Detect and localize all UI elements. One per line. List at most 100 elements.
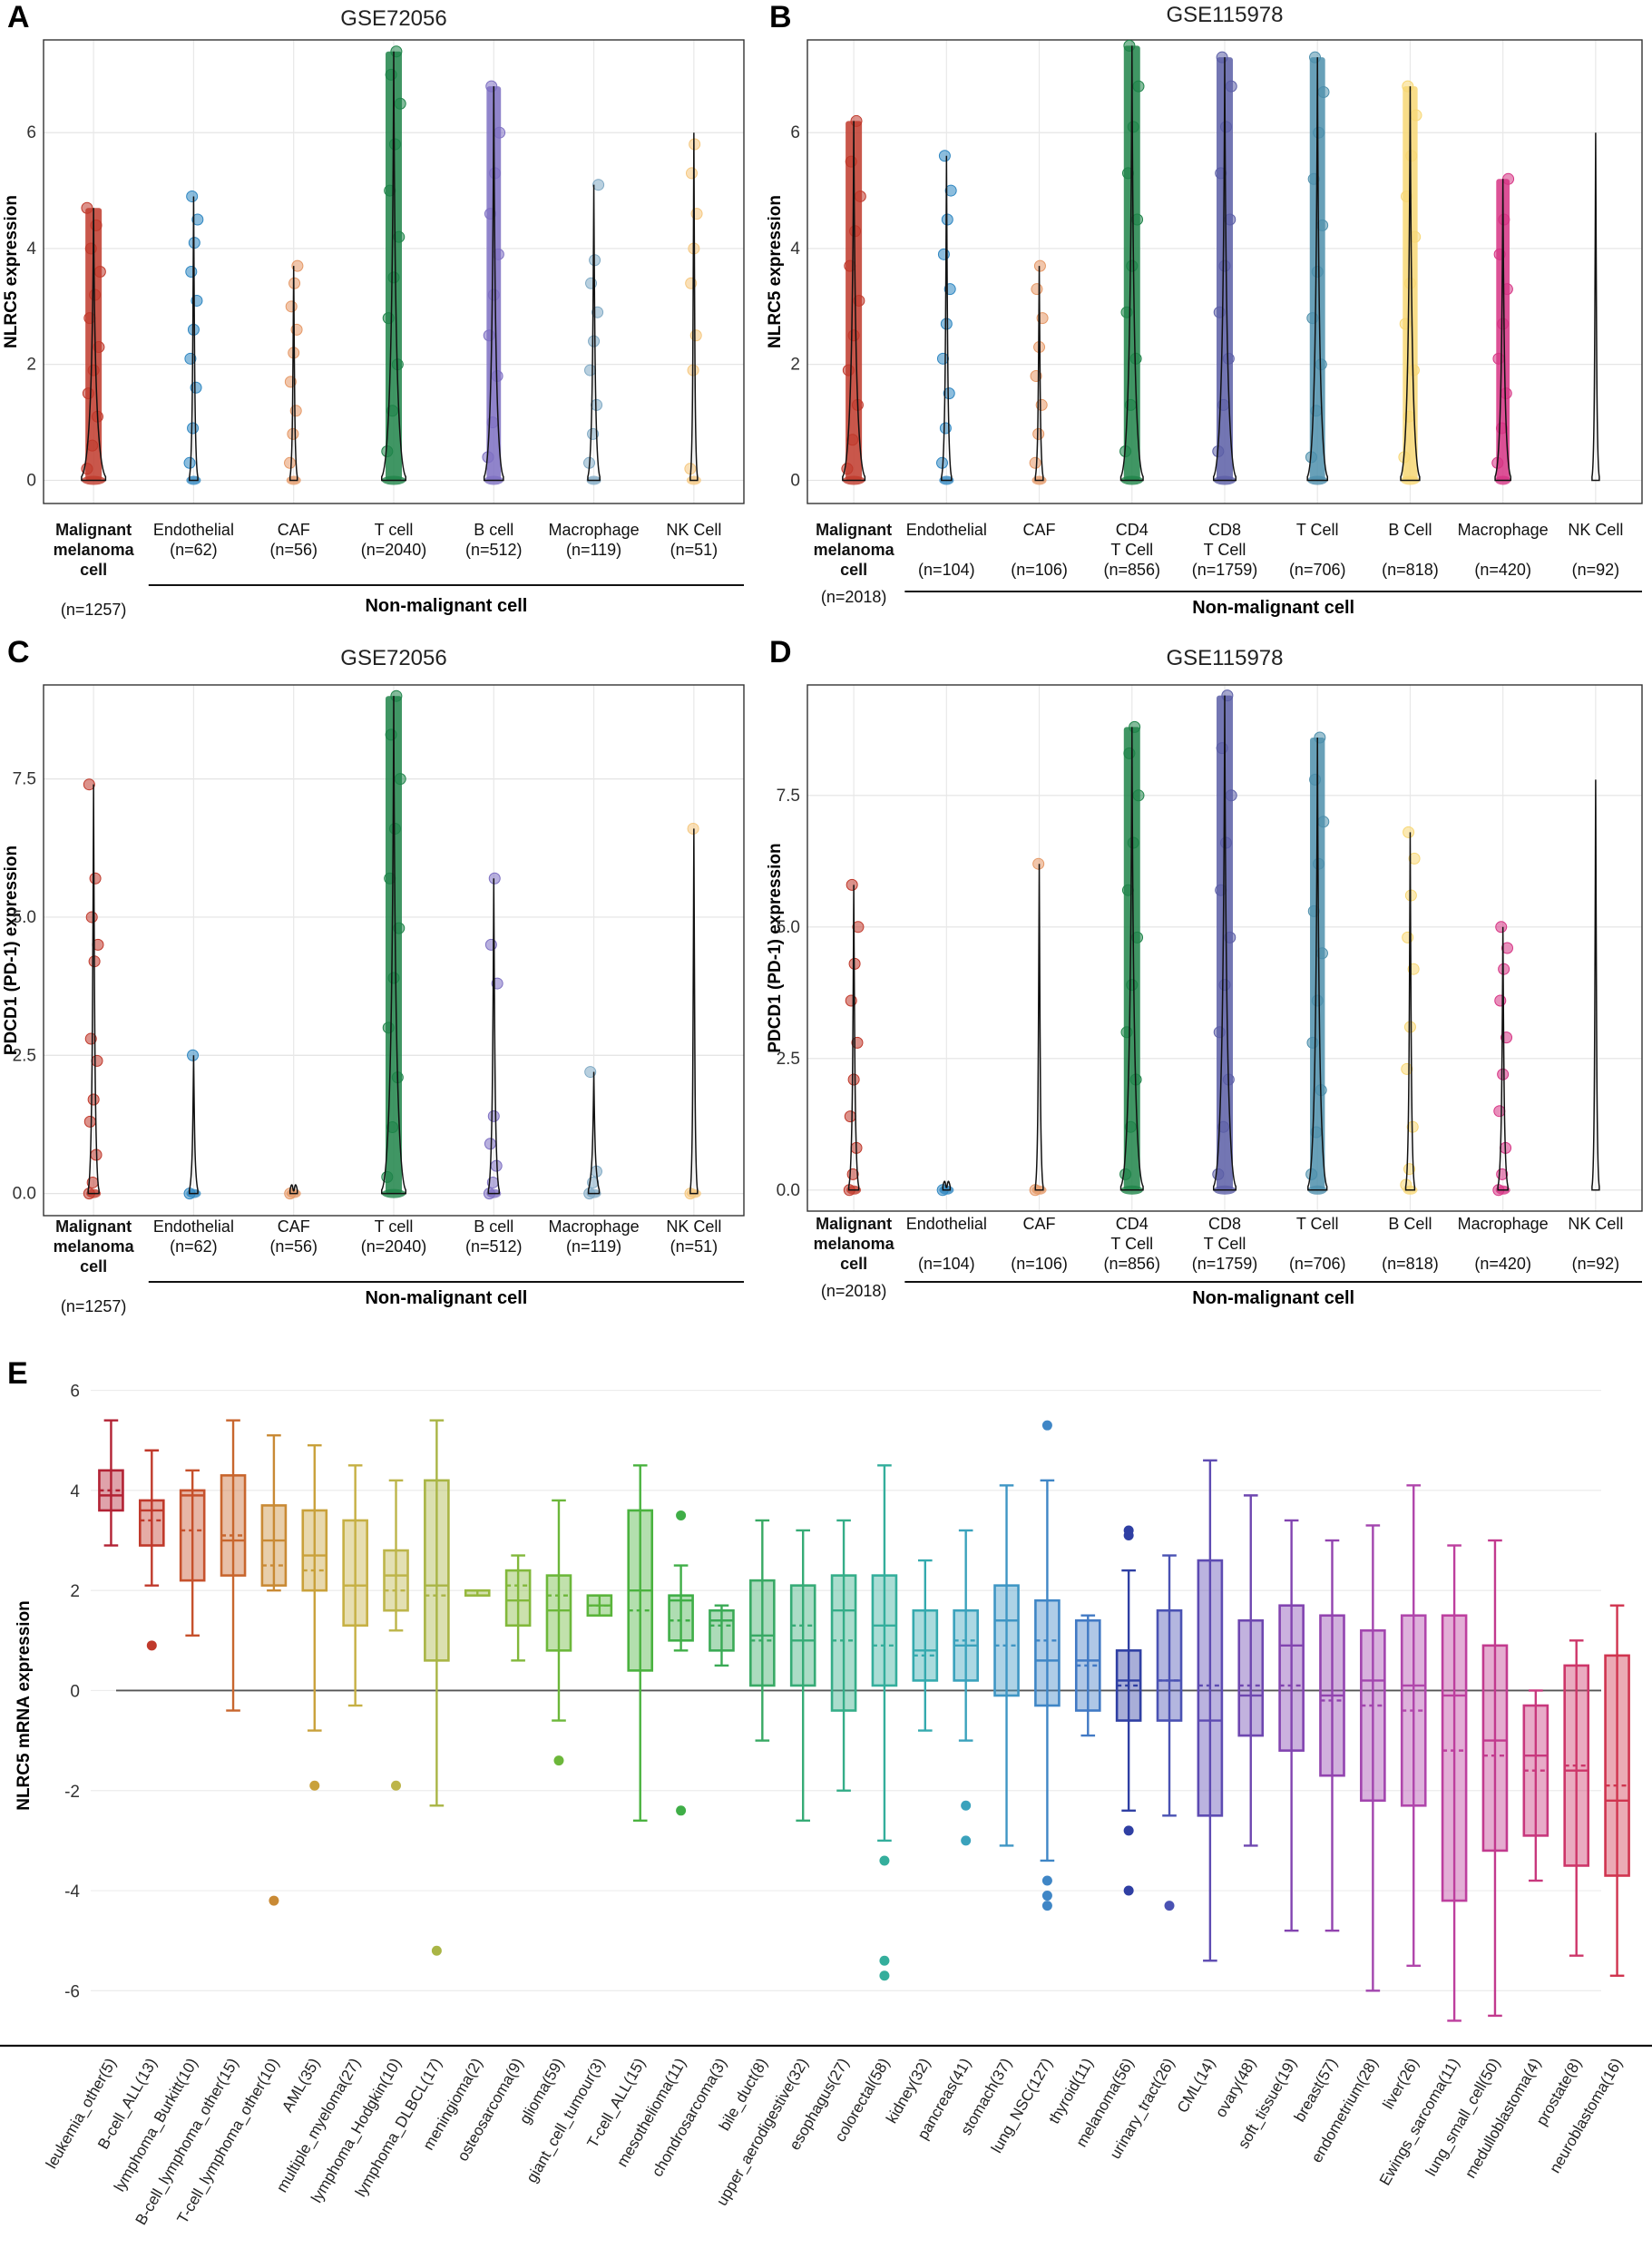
violin-outline <box>1591 779 1600 1191</box>
data-point <box>936 352 949 365</box>
data-point <box>844 259 856 272</box>
data-point <box>1306 1036 1319 1049</box>
outlier-point <box>676 1805 687 1816</box>
panel-e-nlrc5-mrna-boxplot: E NLRC5 mRNA expression -6 -4 -2 0 2 4 6 leukemi… <box>0 1356 1652 2228</box>
violin-outline <box>1307 737 1328 1191</box>
violin-outline <box>483 86 504 482</box>
category-label: CD4 <box>1116 1215 1149 1233</box>
box-group <box>749 1519 776 1742</box>
violin-outline <box>81 208 107 482</box>
data-point <box>1120 1026 1133 1039</box>
box-iqr <box>1360 1628 1386 1803</box>
x-category-label: neuroblastoma(16) <box>1546 2056 1626 2176</box>
category-label: melanoma <box>54 1237 135 1256</box>
y-tick-label: 0.0 <box>777 1181 800 1200</box>
data-point <box>1399 318 1412 330</box>
box-iqr <box>912 1608 939 1682</box>
data-point <box>90 219 103 231</box>
outlier-point <box>431 1945 442 1956</box>
y-tick-label: 6 <box>26 123 36 142</box>
box-group <box>1074 1614 1101 1737</box>
panel-letter-d: D <box>769 635 792 670</box>
data-point <box>1317 816 1330 828</box>
category-n-label: (n=119) <box>566 1237 621 1256</box>
category-label: T Cell <box>1110 541 1153 559</box>
panel-letter-e: E <box>7 1356 28 1391</box>
violin-group <box>1492 921 1513 1197</box>
box-group <box>383 1479 409 1791</box>
y-tick-label: 7.5 <box>13 770 36 789</box>
data-point <box>393 230 406 243</box>
category-n-label: (n=104) <box>918 1255 975 1273</box>
violin-group <box>482 80 506 485</box>
group-label: Non-malignant cell <box>1192 1288 1354 1308</box>
data-point <box>488 872 501 885</box>
panel-letter-a: A <box>7 0 30 34</box>
box-group <box>138 1449 165 1651</box>
outlier-point <box>1041 1901 1052 1911</box>
box-group <box>1441 1544 1468 2022</box>
data-point <box>89 872 102 885</box>
violin-outline <box>942 1180 952 1191</box>
data-point <box>183 456 196 469</box>
plot-frame <box>43 684 745 1217</box>
data-point <box>390 689 403 702</box>
data-point <box>1221 689 1234 702</box>
outlier-point <box>879 1955 890 1966</box>
data-point <box>1403 826 1415 838</box>
data-point <box>1121 884 1134 896</box>
data-point <box>385 68 397 81</box>
data-point <box>1403 277 1416 289</box>
category-label: T Cell <box>1204 1235 1246 1253</box>
panel-d-pdcd1-gse115978: D GSE115978 PDCD1 (PD-1) expression 0.0 2.5… <box>766 635 1643 1308</box>
violin-outline <box>941 155 953 482</box>
violin-group <box>1398 80 1422 485</box>
box-group <box>1563 1639 1590 1957</box>
data-point <box>1313 126 1325 139</box>
data-point <box>853 294 865 307</box>
violin-group <box>1491 172 1515 485</box>
box-iqr <box>1156 1608 1183 1722</box>
data-point <box>1216 51 1228 64</box>
y-tick-label: 6 <box>70 1383 80 1402</box>
category-n-label: (n=56) <box>269 1237 318 1256</box>
data-point <box>83 312 96 325</box>
outlier-point <box>879 1855 890 1866</box>
box-group <box>1156 1554 1183 1911</box>
violin-group <box>81 201 107 485</box>
violin-outline <box>842 121 866 482</box>
data-point <box>489 167 502 180</box>
data-point <box>1213 1026 1226 1039</box>
data-point <box>938 150 951 162</box>
group-label: Non-malignant cell <box>1192 598 1354 618</box>
data-point <box>1408 852 1421 865</box>
data-point <box>82 387 94 400</box>
outlier-point <box>1123 1530 1134 1540</box>
data-point <box>1310 405 1323 417</box>
data-point <box>846 878 858 891</box>
category-label: CAF <box>1023 1215 1056 1233</box>
category-label: NK Cell <box>1568 1215 1623 1233</box>
data-point <box>83 778 95 791</box>
box-group <box>627 1464 654 1823</box>
data-point <box>1219 121 1232 133</box>
y-tick-label: 4 <box>26 240 36 259</box>
y-tick-label: -6 <box>64 1982 80 2001</box>
data-point <box>385 728 397 741</box>
data-point <box>943 387 955 400</box>
chart-title: GSE115978 <box>1167 3 1284 27</box>
y-tick-label: 5.0 <box>777 918 800 937</box>
data-point <box>483 329 495 342</box>
violin-outline <box>1404 832 1416 1191</box>
category-n-label: (n=1759) <box>1192 1255 1258 1273</box>
violin-outline <box>189 196 199 482</box>
box-group <box>220 1419 247 1712</box>
data-point <box>86 439 99 452</box>
plot-frame <box>806 684 1643 1212</box>
box-iqr <box>545 1574 572 1652</box>
data-point <box>83 1115 96 1128</box>
data-point <box>1402 931 1414 943</box>
data-point <box>291 259 304 272</box>
category-n-label: (n=420) <box>1474 1255 1531 1273</box>
violin-outline <box>381 51 406 482</box>
